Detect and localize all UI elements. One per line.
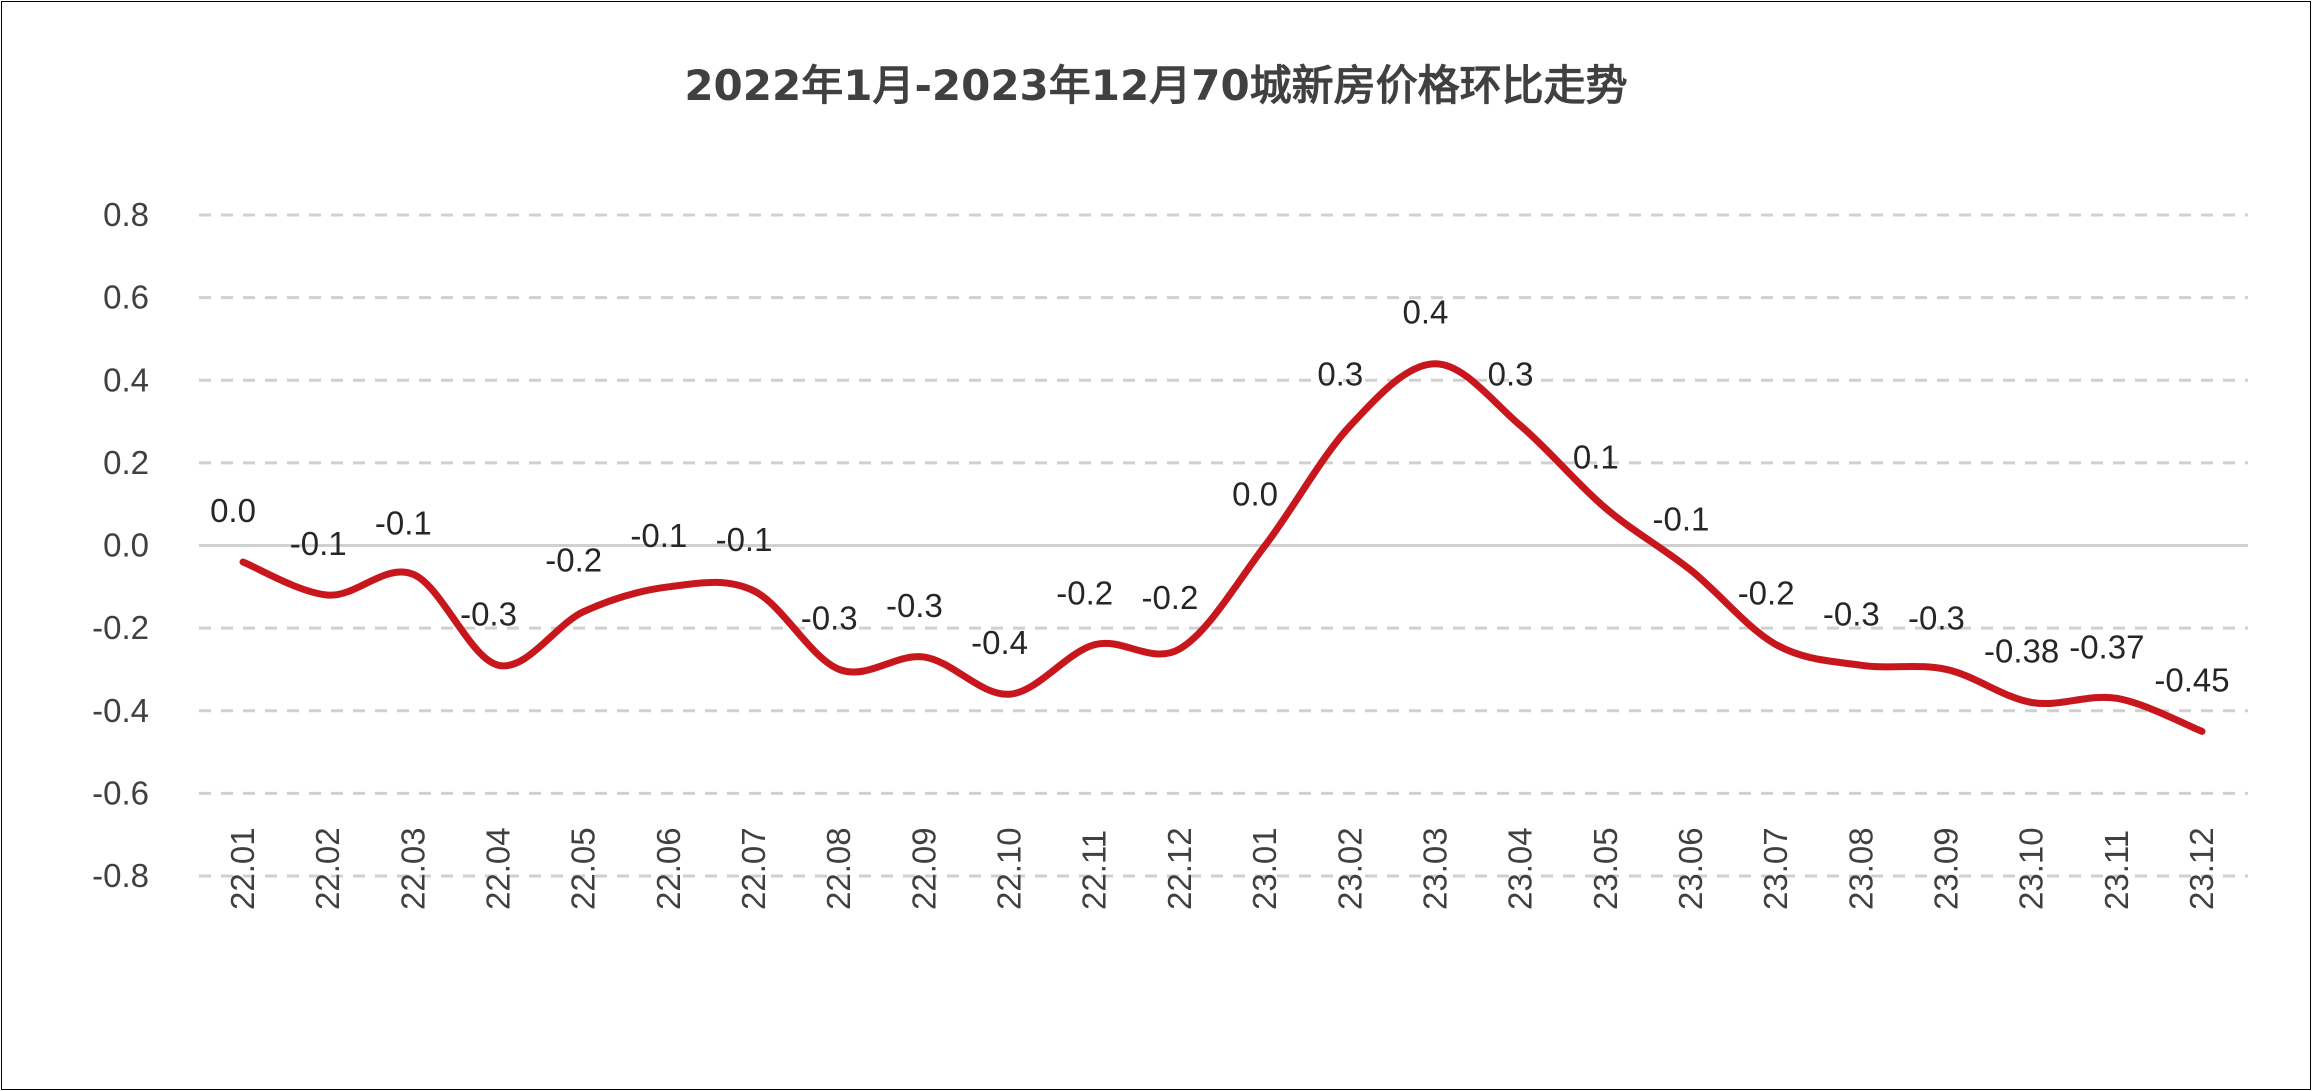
x-tick-label: 22.12 xyxy=(1161,827,1198,910)
data-label: -0.1 xyxy=(290,525,347,562)
y-tick-label: 0.2 xyxy=(103,444,149,481)
data-label: -0.1 xyxy=(375,504,432,541)
x-tick-label: 23.07 xyxy=(1757,827,1794,910)
x-tick-label: 23.10 xyxy=(2013,827,2050,910)
data-label: -0.1 xyxy=(716,521,773,558)
data-point xyxy=(1008,693,1011,696)
x-tick-label: 22.06 xyxy=(650,827,687,910)
data-label: -0.2 xyxy=(1056,575,1113,612)
x-tick-label: 22.02 xyxy=(309,827,346,910)
data-label: 0.4 xyxy=(1402,294,1448,331)
data-point xyxy=(667,585,670,588)
data-point xyxy=(753,589,756,592)
x-tick-label: 23.03 xyxy=(1416,827,1453,910)
data-point xyxy=(1349,424,1352,427)
data-label: -0.4 xyxy=(971,624,1028,661)
data-point xyxy=(497,664,500,667)
x-tick-label: 22.04 xyxy=(480,827,517,910)
data-label: -0.3 xyxy=(801,599,858,636)
data-point xyxy=(412,573,415,576)
y-tick-label: -0.8 xyxy=(92,857,149,894)
data-label: -0.1 xyxy=(1653,500,1710,537)
data-point xyxy=(1689,569,1692,572)
x-tick-label: 22.03 xyxy=(394,827,431,910)
data-label: 0.3 xyxy=(1488,356,1534,393)
data-label: 0.0 xyxy=(1232,476,1278,513)
data-label: -0.37 xyxy=(2069,628,2144,665)
data-point xyxy=(1178,647,1181,650)
y-tick-label: 0.6 xyxy=(103,279,149,316)
y-tick-label: 0.8 xyxy=(103,196,149,233)
chart-title: 2022年1月-2023年12月70城新房价格环比走势 xyxy=(684,61,1627,110)
x-tick-label: 22.07 xyxy=(735,827,772,910)
y-tick-label: -0.6 xyxy=(92,774,149,811)
data-point xyxy=(1775,643,1778,646)
x-tick-label: 23.11 xyxy=(2098,830,2135,910)
data-point xyxy=(1519,424,1522,427)
x-tick-label: 22.11 xyxy=(1076,830,1113,910)
data-label: 0.1 xyxy=(1573,438,1619,475)
data-point xyxy=(1860,664,1863,667)
data-point xyxy=(1945,668,1948,671)
y-tick-label: -0.4 xyxy=(92,692,149,729)
data-point xyxy=(2115,697,2118,700)
data-label: -0.2 xyxy=(545,542,602,579)
x-tick-label: 23.12 xyxy=(2183,827,2220,910)
data-label: -0.3 xyxy=(1908,599,1965,636)
y-tick-label: -0.2 xyxy=(92,609,149,646)
x-tick-label: 22.09 xyxy=(905,827,942,910)
data-point xyxy=(2030,701,2033,704)
x-tick-label: 23.04 xyxy=(1502,827,1539,910)
x-tick-label: 22.05 xyxy=(565,827,602,910)
x-tick-label: 23.08 xyxy=(1842,827,1879,910)
data-label: -0.38 xyxy=(1984,632,2059,669)
x-tick-label: 23.06 xyxy=(1672,827,1709,910)
data-point xyxy=(1604,507,1607,510)
x-tick-label: 22.01 xyxy=(224,827,261,910)
x-tick-label: 23.02 xyxy=(1331,827,1368,910)
data-point xyxy=(327,594,330,597)
x-tick-label: 23.05 xyxy=(1587,827,1624,910)
data-point xyxy=(838,668,841,671)
x-tick-label: 22.08 xyxy=(820,827,857,910)
series-line xyxy=(239,360,2206,735)
data-label: -0.2 xyxy=(1141,579,1198,616)
y-tick-label: 0.0 xyxy=(103,527,149,564)
data-label: -0.2 xyxy=(1738,575,1795,612)
data-point xyxy=(1264,544,1267,547)
x-tick-label: 23.01 xyxy=(1246,827,1283,910)
data-point xyxy=(582,610,585,613)
x-tick-label: 23.09 xyxy=(1927,827,1964,910)
data-point xyxy=(2201,730,2203,733)
data-point xyxy=(242,561,244,564)
data-label: 0.3 xyxy=(1317,356,1363,393)
data-label: 0.0 xyxy=(210,492,256,529)
data-label: -0.3 xyxy=(460,595,517,632)
data-label: -0.3 xyxy=(1823,595,1880,632)
data-point xyxy=(923,656,926,659)
data-label: -0.45 xyxy=(2154,661,2229,698)
data-point xyxy=(1093,643,1096,646)
data-label: -0.3 xyxy=(886,587,943,624)
x-tick-label: 22.10 xyxy=(991,827,1028,910)
data-point xyxy=(1434,362,1437,365)
y-tick-label: 0.4 xyxy=(103,361,149,398)
data-label: -0.1 xyxy=(630,517,687,554)
